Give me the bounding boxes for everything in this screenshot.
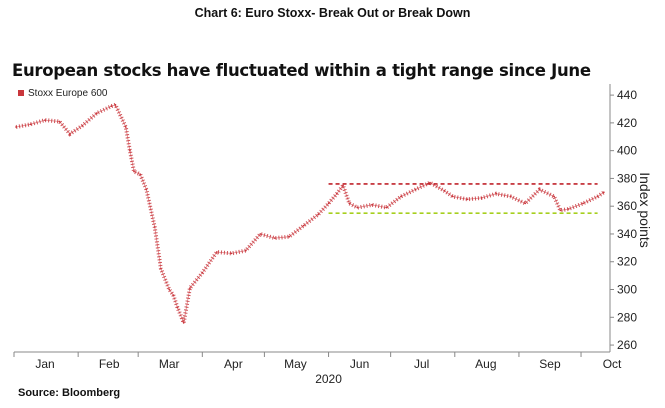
data-point [44, 119, 46, 121]
data-point [153, 226, 156, 228]
y-tick-label: 400 [617, 144, 637, 158]
data-point [69, 133, 71, 135]
x-tick-label: Jul [414, 357, 429, 371]
x-tick-label: Oct [603, 357, 622, 371]
line-chart: 260 280 300 320 340 360 380 400 420 440 Jan Feb Mar A… [13, 84, 653, 386]
legend: Stoxx Europe 600 [18, 88, 108, 99]
data-point [429, 181, 431, 184]
legend-label: Stoxx Europe 600 [28, 88, 108, 99]
data-point [145, 188, 148, 191]
data-point [348, 202, 351, 205]
data-point [133, 170, 135, 173]
x-tick-label: Feb [99, 357, 120, 371]
data-point [230, 252, 233, 255]
data-point [509, 195, 512, 198]
source-note: Source: Bloomberg [18, 387, 121, 399]
x-tick-label: Sep [539, 357, 561, 371]
data-point [302, 224, 305, 227]
x-year-label: 2020 [315, 372, 342, 386]
data-point [495, 192, 498, 195]
x-tick-label: Mar [159, 357, 180, 371]
data-point [317, 213, 320, 216]
data-point [182, 321, 185, 324]
axis-layer: 260 280 300 320 340 360 380 400 420 440 Jan Feb Mar A… [13, 84, 653, 386]
data-point [201, 271, 204, 274]
y-tick-label: 380 [617, 171, 637, 185]
data-point [559, 209, 562, 212]
data-point [524, 202, 527, 205]
data-point [124, 126, 127, 128]
data-point [168, 288, 171, 291]
data-point [58, 120, 61, 123]
data-point [385, 206, 388, 209]
data-point [189, 287, 191, 289]
y-tick-label: 260 [617, 338, 637, 352]
annotation-layer [328, 183, 598, 214]
data-point [443, 190, 446, 192]
data-point [400, 195, 402, 198]
y-axis-title: Index points [637, 172, 653, 248]
series-layer [15, 102, 605, 330]
data-point [244, 249, 247, 252]
chart-title: European stocks have fluctuated within a… [12, 61, 591, 80]
data-point [356, 206, 359, 209]
data-point [95, 112, 98, 115]
data-point [342, 184, 344, 187]
data-point [15, 126, 17, 128]
x-tick-label: May [284, 357, 307, 371]
data-point [273, 237, 276, 240]
data-point [172, 294, 175, 296]
data-point [553, 195, 555, 198]
data-point [259, 233, 262, 235]
data-point [596, 195, 599, 198]
data-point [480, 197, 483, 199]
data-point [129, 149, 131, 152]
x-tick-label: Jun [350, 357, 369, 371]
data-point [466, 198, 469, 201]
data-point [451, 195, 454, 198]
y-tick-label: 440 [617, 88, 637, 102]
x-tick-label: Jan [35, 357, 54, 371]
data-point [335, 192, 338, 195]
data-point [81, 124, 84, 127]
data-point [110, 105, 113, 108]
data-point [538, 188, 541, 191]
y-tick-label: 280 [617, 310, 637, 324]
data-point [602, 191, 605, 194]
data-point [114, 103, 117, 106]
data-point [160, 267, 162, 270]
series-line [15, 102, 605, 330]
data-point [29, 123, 32, 126]
data-point [288, 235, 291, 238]
series-centerline [16, 104, 605, 325]
data-point [567, 208, 570, 210]
y-tick-label: 320 [617, 255, 637, 269]
data-point [327, 202, 330, 205]
x-tick-label: Apr [224, 357, 243, 371]
legend-swatch [18, 90, 24, 96]
y-tick-label: 340 [617, 227, 637, 241]
y-tick-label: 420 [617, 116, 637, 130]
chart-caption: Chart 6: Euro Stoxx- Break Out or Break … [194, 6, 471, 20]
x-tick-label: Aug [475, 357, 496, 371]
data-point [215, 251, 218, 253]
data-point [176, 306, 179, 309]
y-tick-label: 300 [617, 283, 637, 297]
y-tick-label: 360 [617, 199, 637, 213]
data-point [139, 173, 142, 176]
data-point [582, 202, 584, 205]
data-point [371, 203, 373, 206]
data-point [414, 188, 417, 191]
